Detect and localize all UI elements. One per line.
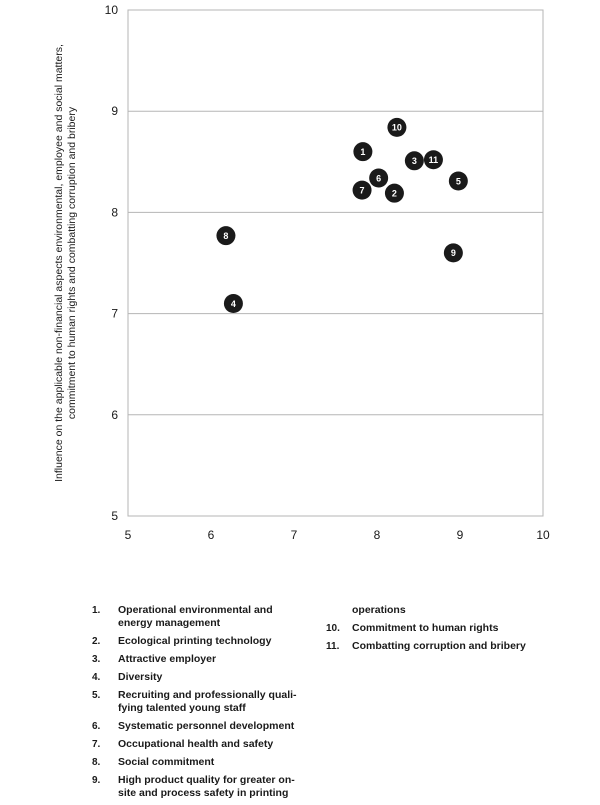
point-7 <box>352 180 372 200</box>
point-label-6: 6 <box>376 173 381 183</box>
point-2 <box>384 183 404 203</box>
point-8 <box>216 226 236 246</box>
legend-item-number: 11. <box>326 641 340 652</box>
point-label-3: 3 <box>412 156 417 166</box>
y-axis-label: Influence on the applicable non-financia… <box>53 44 78 482</box>
point-label-11: 11 <box>429 155 439 165</box>
legend-item-text: Commitment to human rights <box>352 622 499 634</box>
legend-column-1: 1. Operational environmental and energy m… <box>92 604 297 805</box>
y-tick-label-7: 7 <box>111 307 118 321</box>
legend-item-text: Combatting corruption and bribery <box>352 640 526 652</box>
legend-item-8: 8. Social commitment <box>92 756 297 769</box>
point-label-4: 4 <box>231 299 236 309</box>
legend-item-11: 11. Combatting corruption and bribery <box>326 640 566 653</box>
point-9 <box>443 243 463 263</box>
legend-item-3: 3. Attractive employer <box>92 653 297 666</box>
point-11 <box>423 150 443 170</box>
legend-item-text: Recruiting and professionally quali-fyin… <box>118 689 297 714</box>
point-label-1: 1 <box>360 147 365 157</box>
legend-item-9-continuation: operations <box>352 604 406 616</box>
legend-item-1: 1. Operational environmental and energy m… <box>92 604 297 630</box>
axes <box>127 9 544 517</box>
legend-item-text: Systematic personnel development <box>118 720 295 732</box>
legend-item-number: 4. <box>92 672 101 683</box>
x-tick-label-6: 6 <box>208 528 215 542</box>
point-label-2: 2 <box>392 188 397 198</box>
legend-item-7: 7. Occupational health and safety <box>92 738 297 751</box>
legend-item-9: 9. High product quality for greater on-si… <box>92 774 297 800</box>
scatter-chart: 5 6 7 8 9 10 5 6 7 8 9 10 1 2 3 4 5 6 7 8 9 10 11 Influence … <box>53 3 550 542</box>
x-tick-label-5: 5 <box>125 528 132 542</box>
y-tick-label-10: 10 <box>105 3 119 17</box>
legend-item-4: 4. Diversity <box>92 671 297 684</box>
legend-item-number: 2. <box>92 636 101 647</box>
grid-lines <box>128 110 543 416</box>
legend-item-number: 9. <box>92 775 101 786</box>
plot-frame <box>127 9 544 517</box>
legend-item-text: Occupational health and safety <box>118 738 274 750</box>
legend-item-number: 6. <box>92 721 101 732</box>
legend-item-text: High product quality for greater on-site… <box>118 774 295 799</box>
point-label-5: 5 <box>456 176 461 186</box>
legend-item-text: Attractive employer <box>118 653 217 665</box>
x-tick-label-8: 8 <box>374 528 381 542</box>
y-tick-label-9: 9 <box>111 104 118 118</box>
point-6 <box>369 168 389 188</box>
point-3 <box>404 151 424 171</box>
legend-item-number: 3. <box>92 654 101 665</box>
point-1 <box>353 142 373 162</box>
y-axis-label-line-1: Influence on the applicable non-financia… <box>53 44 65 482</box>
legend-item-number: 8. <box>92 757 101 768</box>
y-tick-labels: 5 6 7 8 9 10 <box>105 3 119 523</box>
y-axis-label-line-2: commitment to human rights and combattin… <box>66 106 78 419</box>
legend-item-text: Diversity <box>118 671 163 683</box>
legend-item-5: 5. Recruiting and professionally quali-fy… <box>92 689 297 715</box>
point-label-7: 7 <box>360 185 365 195</box>
legend-item-number: 7. <box>92 739 101 750</box>
point-label-10: 10 <box>392 123 402 133</box>
legend-item-number: 1. <box>92 605 101 616</box>
legend-item-text: Social commitment <box>118 756 215 768</box>
x-tick-label-10: 10 <box>536 528 550 542</box>
legend-column-2: operations 10. Commitment to human rights… <box>326 604 566 658</box>
x-tick-label-9: 9 <box>457 528 464 542</box>
point-label-9: 9 <box>451 248 456 258</box>
legend-item-text: Operational environmental and energy man… <box>118 604 273 629</box>
legend-item-number: 10. <box>326 623 340 634</box>
point-4 <box>223 293 243 313</box>
legend-item-text: Ecological printing technology <box>118 635 272 647</box>
point-label-8: 8 <box>223 231 228 241</box>
legend-item-6: 6. Systematic personnel development <box>92 720 297 733</box>
y-tick-label-8: 8 <box>111 205 118 219</box>
data-points: 1 2 3 4 5 6 7 8 9 10 11 <box>216 117 468 313</box>
point-10 <box>387 117 407 137</box>
legend-item-10: 10. Commitment to human rights <box>326 622 566 635</box>
x-tick-label-7: 7 <box>291 528 298 542</box>
y-tick-label-6: 6 <box>111 408 118 422</box>
legend-item-2: 2. Ecological printing technology <box>92 635 297 648</box>
legend-item-number: 5. <box>92 690 101 701</box>
y-tick-label-5: 5 <box>111 509 118 523</box>
point-5 <box>448 171 468 191</box>
x-tick-labels: 5 6 7 8 9 10 <box>125 528 550 542</box>
